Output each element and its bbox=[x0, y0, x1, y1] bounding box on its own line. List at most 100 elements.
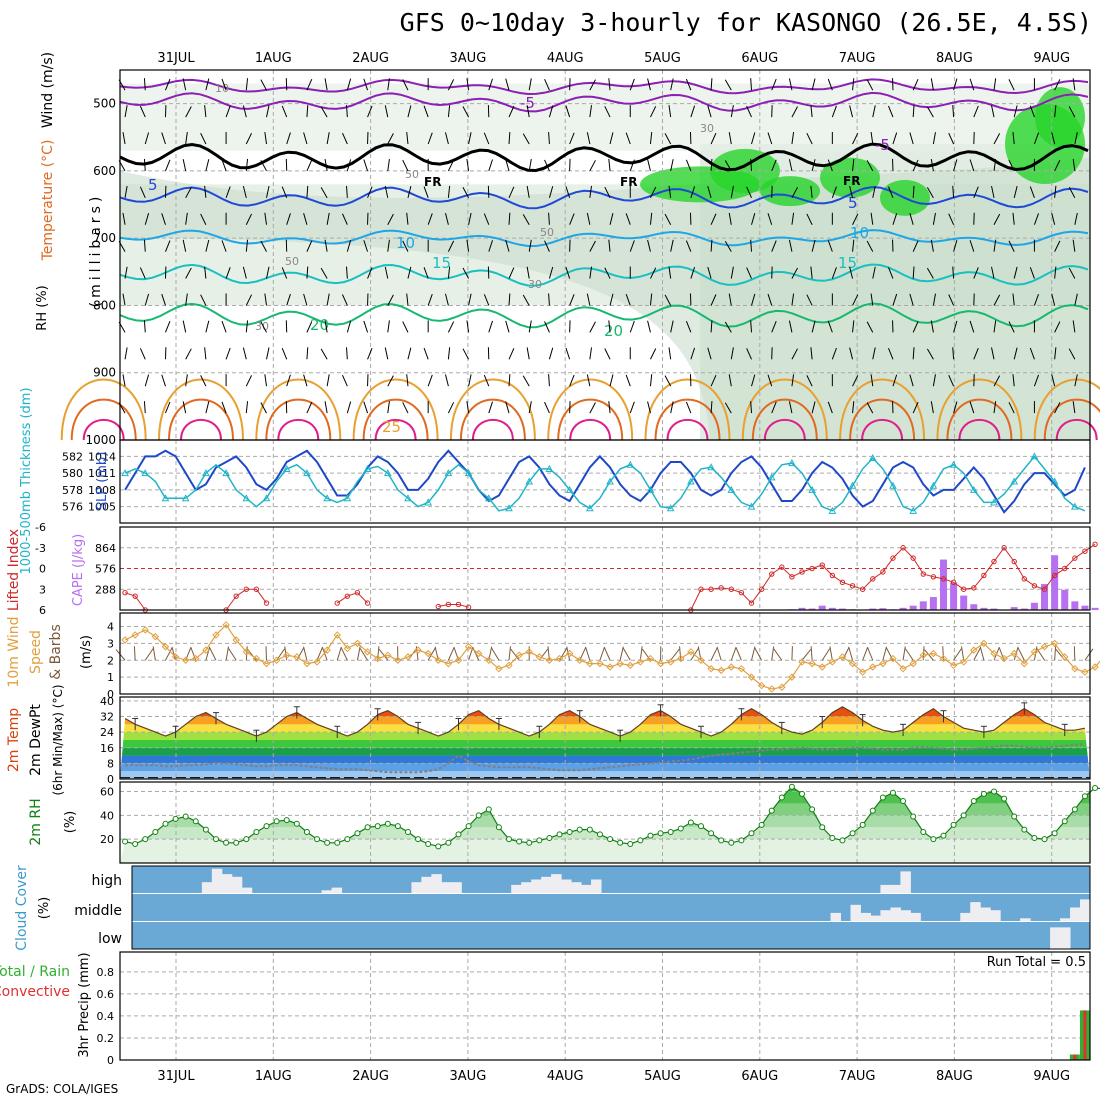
wind-barb bbox=[185, 348, 192, 360]
wind-barb bbox=[303, 374, 308, 387]
wind-barb bbox=[668, 266, 672, 279]
wind-barb bbox=[952, 347, 955, 360]
cape-bar bbox=[869, 608, 877, 610]
rh-bands bbox=[120, 786, 1090, 863]
rh-marker bbox=[445, 839, 452, 846]
rh-marker bbox=[394, 823, 401, 830]
thickness-axis-label: 1000-500mb Thickness (dm) bbox=[19, 387, 34, 574]
thickness-marker bbox=[202, 469, 210, 477]
precip-convective-label: Convective bbox=[0, 984, 70, 1000]
thickness-marker bbox=[444, 469, 453, 477]
wind-barb bbox=[367, 267, 373, 279]
wind-barb bbox=[870, 293, 874, 306]
wind-barb bbox=[892, 213, 898, 225]
cloud-level-label: low bbox=[98, 931, 122, 947]
wind-barb bbox=[932, 132, 936, 145]
wind-barb bbox=[242, 347, 247, 360]
cloud-bar bbox=[511, 884, 522, 893]
cloud-bar bbox=[1050, 927, 1061, 949]
precip-tick-label: 0.4 bbox=[97, 1010, 115, 1023]
temperature-contour-label: 10 bbox=[396, 234, 415, 252]
surface-wind-barb bbox=[622, 647, 631, 661]
isotherm-lobe bbox=[60, 378, 147, 441]
rh-marker bbox=[162, 820, 169, 827]
wind-speed-marker bbox=[899, 664, 907, 673]
lifted-index-marker bbox=[1072, 555, 1078, 561]
wind-barb bbox=[728, 293, 732, 306]
wind-barb bbox=[444, 132, 449, 145]
thickness-marker bbox=[141, 469, 150, 477]
wind-barb bbox=[788, 78, 793, 91]
wind-barb bbox=[124, 105, 128, 118]
thickness-marker bbox=[687, 477, 695, 485]
wind-barb bbox=[185, 186, 192, 199]
wind-speed-marker bbox=[293, 653, 301, 661]
lifted-index-axis-label: Lifted Index bbox=[6, 529, 22, 611]
wind-barb bbox=[710, 158, 713, 171]
wind-speed-marker bbox=[929, 649, 938, 658]
temperature-contour-label: -5 bbox=[875, 136, 890, 154]
lifted-index-line bbox=[438, 604, 469, 608]
wind-barb bbox=[1012, 374, 1015, 387]
thickness-marker bbox=[161, 494, 170, 502]
wind-barb bbox=[993, 294, 1001, 306]
y-tick-label: 500 bbox=[93, 97, 116, 111]
wind-speed-marker bbox=[141, 626, 149, 634]
wind-barb bbox=[221, 159, 227, 172]
wind-speed-marker bbox=[687, 648, 695, 656]
day-label-top: 4AUG bbox=[547, 51, 584, 66]
wind-speed-marker bbox=[1061, 653, 1069, 661]
rh2m-units-label: (%) bbox=[63, 811, 78, 834]
thickness-line bbox=[124, 455, 1086, 512]
wind-speed-marker bbox=[424, 649, 432, 658]
wind-speed-axis-label: Speed bbox=[28, 630, 44, 674]
lifted-index-marker bbox=[870, 576, 876, 582]
rh-marker bbox=[657, 830, 664, 837]
surface-wind-barb bbox=[641, 648, 651, 661]
wind-barb bbox=[548, 212, 550, 225]
wind-barb bbox=[930, 78, 934, 91]
rh-marker bbox=[637, 837, 644, 844]
wind-barb bbox=[387, 320, 390, 333]
day-label-top: 8AUG bbox=[936, 51, 973, 66]
wind-barb bbox=[363, 240, 369, 252]
isotherm-minus10 bbox=[119, 78, 1089, 96]
surface-wind-barb bbox=[821, 648, 831, 661]
surface-wind-barb bbox=[599, 646, 605, 661]
wind-barb bbox=[909, 374, 914, 387]
wind-barb bbox=[122, 132, 126, 145]
wind-barb bbox=[690, 266, 696, 279]
surface-wind-barb bbox=[1017, 647, 1025, 661]
wind-barb bbox=[909, 293, 914, 306]
wind-barb bbox=[488, 240, 493, 252]
wind-barb bbox=[565, 105, 571, 118]
cape-bar bbox=[909, 605, 917, 610]
wind-barb bbox=[548, 186, 554, 198]
wind-barb bbox=[303, 293, 308, 306]
lifted-index-marker bbox=[708, 586, 714, 592]
surface-wind-barb bbox=[378, 648, 389, 661]
thickness-marker bbox=[747, 502, 756, 510]
rh-marker bbox=[617, 839, 624, 846]
rh-wet-patch bbox=[760, 176, 820, 207]
surface-wind-barb bbox=[1084, 648, 1094, 661]
precip-tick-label: 0.2 bbox=[97, 1032, 115, 1045]
wind-barb bbox=[849, 347, 854, 360]
wind-barb bbox=[710, 375, 717, 387]
cape-bar bbox=[1051, 555, 1059, 610]
wind-barb bbox=[402, 321, 409, 333]
wind-speed-marker bbox=[788, 673, 796, 681]
thickness-marker bbox=[666, 504, 675, 512]
wind-barb bbox=[387, 375, 394, 387]
wind-speed-marker bbox=[596, 659, 604, 668]
rh-tick-label: 60 bbox=[100, 786, 114, 799]
cloud-bar bbox=[850, 904, 861, 921]
thickness-marker bbox=[828, 506, 837, 514]
isotherm-lobe bbox=[459, 398, 526, 441]
wind-barb bbox=[483, 374, 490, 387]
wind-barb bbox=[866, 402, 874, 414]
wind-barb bbox=[346, 401, 352, 414]
wind-barb bbox=[1013, 266, 1018, 279]
lifted-index-line bbox=[225, 588, 267, 611]
wind-barb bbox=[609, 132, 614, 145]
